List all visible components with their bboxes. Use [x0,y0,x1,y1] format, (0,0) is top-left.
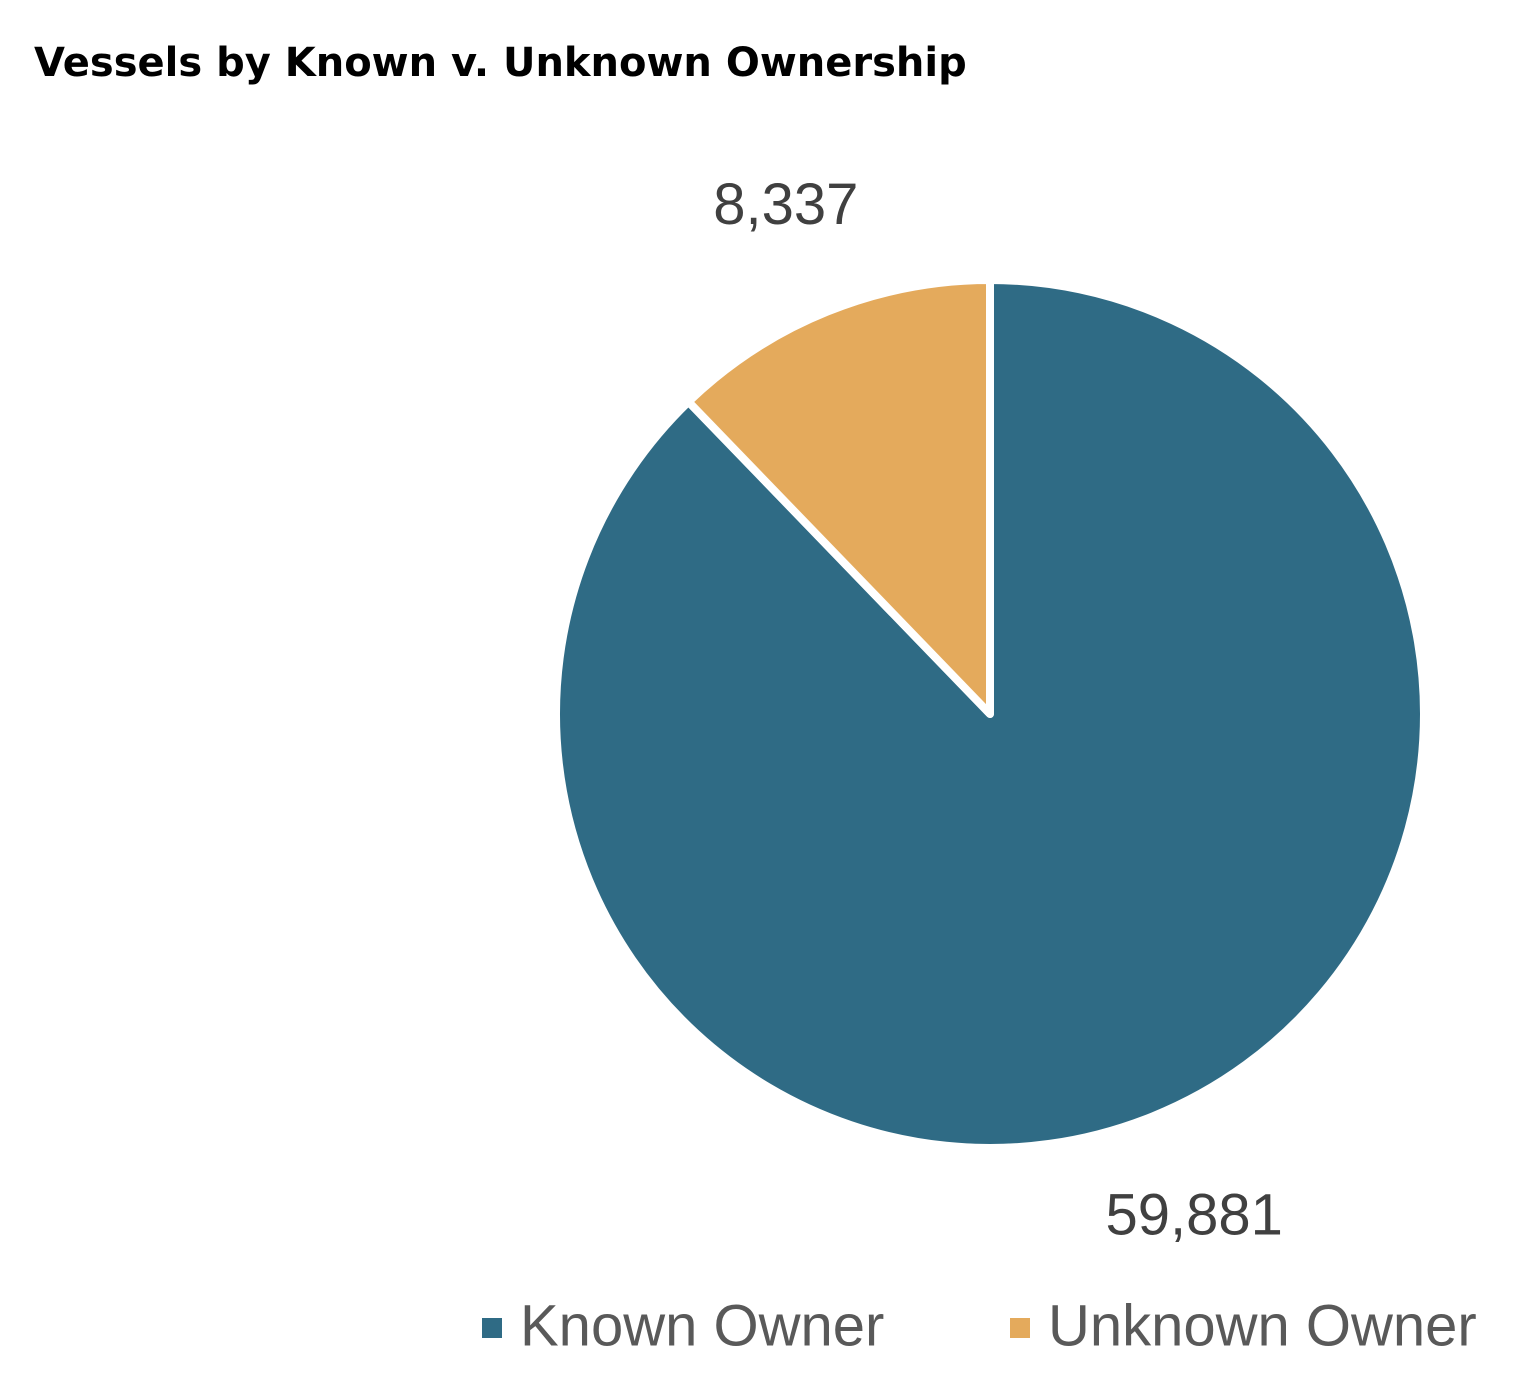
pie-slice [552,276,1428,1152]
chart-title: Vessels by Known v. Unknown Ownership [34,40,967,86]
data-label: 59,881 [1105,1183,1282,1248]
data-label: 8,337 [713,172,858,237]
legend-label: Known Owner [520,1293,884,1358]
legend-marker [1010,1318,1030,1338]
pie-slice [684,276,994,718]
legend-marker [482,1318,502,1338]
legend-label: Unknown Owner [1048,1293,1477,1358]
